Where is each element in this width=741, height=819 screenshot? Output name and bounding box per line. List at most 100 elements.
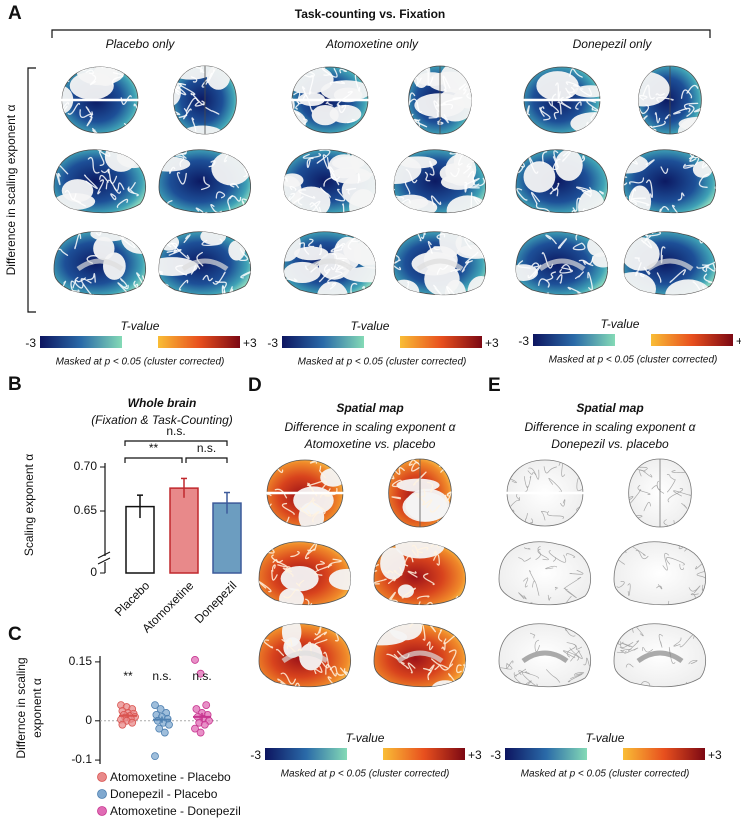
unmasked-region <box>343 235 376 265</box>
sulcus <box>693 107 702 113</box>
corpus-callosum <box>76 258 124 272</box>
sulcus <box>563 577 582 590</box>
unmasked-region <box>159 156 191 172</box>
sulcus <box>329 665 344 676</box>
sulcus <box>205 106 220 115</box>
sulcus <box>691 470 692 483</box>
sulcus <box>190 76 198 83</box>
sulcus <box>56 172 61 186</box>
sulcus <box>243 149 251 157</box>
sulcus <box>272 559 283 563</box>
sulcus <box>122 231 131 238</box>
sulcus <box>430 195 442 206</box>
sulcus <box>638 71 646 80</box>
sulcus <box>520 161 526 168</box>
sulcus <box>522 685 538 687</box>
sulcus <box>95 231 102 236</box>
sulcus <box>69 289 80 295</box>
sulcus <box>263 639 274 649</box>
sulcus <box>311 510 320 523</box>
sulcus <box>683 102 699 110</box>
sulcus <box>699 231 707 244</box>
sulcus <box>573 643 583 650</box>
sulcus <box>565 81 581 88</box>
sulcus <box>675 600 689 605</box>
sulcus <box>308 74 314 95</box>
sulcus <box>405 168 418 184</box>
sulcus <box>689 153 700 166</box>
sulcus <box>564 628 576 637</box>
sulcus <box>570 650 581 662</box>
sulcus <box>110 193 117 201</box>
unmasked-region <box>284 175 302 207</box>
sulcus <box>336 90 353 107</box>
sulcus <box>618 73 634 76</box>
significance-label: n.s. <box>166 424 185 438</box>
brain <box>258 623 351 688</box>
sulcus <box>64 189 77 201</box>
brain <box>173 65 237 135</box>
sulcus <box>339 68 347 74</box>
sulcus <box>346 118 356 124</box>
corpus-callosum <box>646 258 694 272</box>
unmasked-region <box>402 491 448 522</box>
brain-texture <box>284 149 376 213</box>
sulcus <box>412 471 427 486</box>
sulcus <box>660 166 669 174</box>
unmasked-region <box>69 71 114 100</box>
unmasked-region <box>121 231 146 254</box>
sulcus <box>349 574 351 590</box>
sulcus <box>579 87 592 97</box>
panel-subtitle: Difference in scaling exponent α <box>525 420 697 434</box>
y-tick-label: -0.1 <box>71 752 92 766</box>
sulcus <box>393 567 403 576</box>
sulcus <box>246 149 251 163</box>
colorbar-max: +3 <box>468 748 482 762</box>
sulcus <box>336 460 343 461</box>
sulcus <box>289 185 297 191</box>
data-point <box>202 701 211 709</box>
sulcus <box>267 467 268 476</box>
sulcus <box>293 196 304 206</box>
sulcus <box>524 112 531 122</box>
panel-comparison: Donepezil vs. placebo <box>551 437 669 451</box>
brain-texture <box>259 541 351 605</box>
sulcus <box>662 552 670 571</box>
sulcus <box>433 550 438 555</box>
sulcus <box>208 160 216 168</box>
sulcus <box>330 244 344 252</box>
sulcus <box>680 89 693 99</box>
brain <box>515 231 608 296</box>
corpus-callosum <box>281 650 329 664</box>
sulcus <box>569 647 583 660</box>
sulcus <box>295 579 305 587</box>
colorbar-title: T-value <box>586 731 625 745</box>
sulcus <box>314 564 333 576</box>
sulcus <box>249 504 264 517</box>
sulcus <box>655 93 665 96</box>
sulcus <box>423 573 435 586</box>
sulcus <box>74 276 84 289</box>
sulcus <box>371 289 376 295</box>
unmasked-region <box>228 240 246 261</box>
sulcus <box>624 176 628 186</box>
sulcus <box>462 85 468 95</box>
sulcus <box>619 641 634 648</box>
significance-label: n.s. <box>197 441 216 455</box>
bar <box>212 502 242 574</box>
sulcus <box>332 623 344 631</box>
sulcus <box>314 638 328 649</box>
sulcus <box>448 649 457 668</box>
sulcus <box>547 511 565 519</box>
unmasked-region <box>394 279 420 295</box>
sulcus <box>499 601 509 605</box>
sulcus <box>433 553 440 566</box>
brain <box>53 231 146 296</box>
sulcus <box>463 125 471 134</box>
sulcus <box>557 101 562 115</box>
sulcus <box>608 88 617 96</box>
sulcus <box>290 550 300 558</box>
sulcus <box>117 282 129 293</box>
sulcus <box>634 466 648 472</box>
